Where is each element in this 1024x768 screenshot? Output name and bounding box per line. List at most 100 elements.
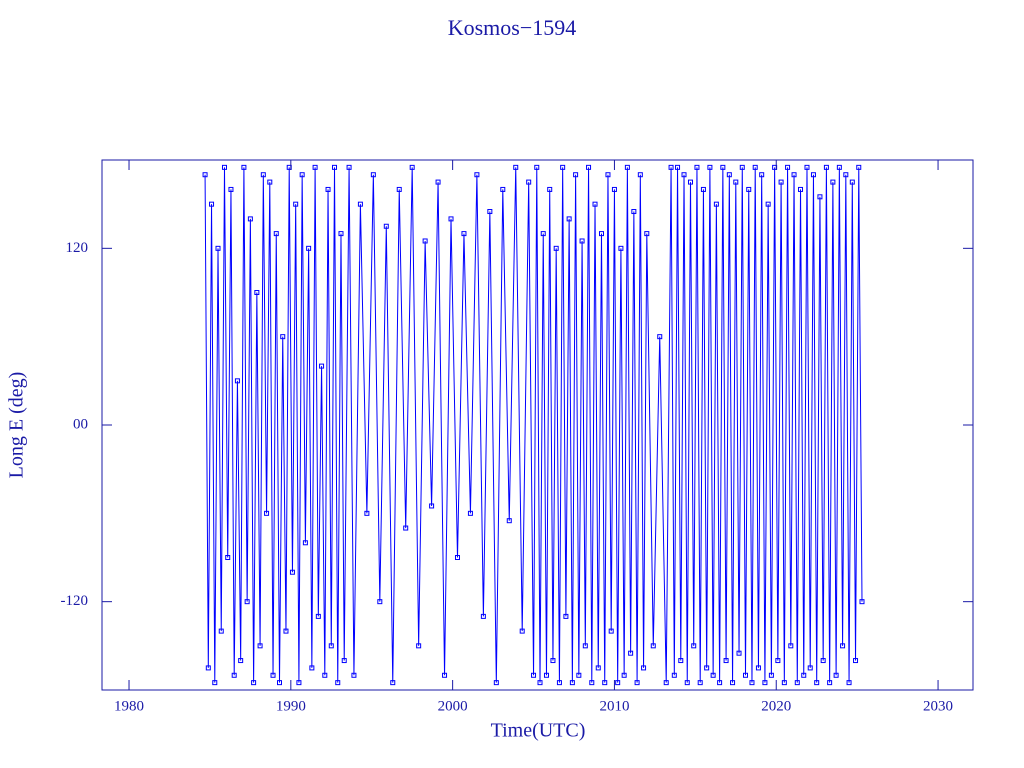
data-point xyxy=(296,680,302,686)
data-point xyxy=(563,613,569,619)
data-point xyxy=(687,179,693,185)
data-point xyxy=(759,172,765,178)
data-point xyxy=(595,665,601,671)
data-point xyxy=(644,231,650,237)
data-point xyxy=(283,628,289,634)
data-point xyxy=(346,164,352,170)
data-point xyxy=(493,680,499,686)
data-point xyxy=(814,680,820,686)
data-point xyxy=(833,672,839,678)
data-point xyxy=(768,672,774,678)
data-point xyxy=(377,599,383,605)
data-point xyxy=(615,680,621,686)
data-point xyxy=(474,172,480,178)
data-point xyxy=(416,643,422,649)
data-point xyxy=(621,672,627,678)
data-point xyxy=(707,164,713,170)
data-point xyxy=(560,164,566,170)
data-point xyxy=(531,672,537,678)
data-point xyxy=(338,231,344,237)
data-point xyxy=(798,186,804,192)
data-point xyxy=(752,164,758,170)
chart-title: Kosmos−1594 xyxy=(448,15,577,40)
data-point xyxy=(312,164,318,170)
data-point xyxy=(553,245,559,251)
data-point xyxy=(624,164,630,170)
data-point xyxy=(260,172,266,178)
data-point xyxy=(299,172,305,178)
data-point xyxy=(254,290,260,295)
data-point xyxy=(827,680,833,686)
data-point xyxy=(335,680,341,686)
data-point xyxy=(267,179,273,185)
data-point xyxy=(273,231,279,237)
x-tick-label: 2000 xyxy=(438,698,468,714)
data-point xyxy=(383,223,389,229)
data-point xyxy=(228,186,234,192)
data-point xyxy=(244,599,250,605)
data-point xyxy=(717,680,723,686)
data-point xyxy=(755,665,761,671)
data-point xyxy=(641,665,647,671)
data-point xyxy=(390,680,396,686)
data-point xyxy=(691,643,697,649)
data-point xyxy=(543,672,549,678)
data-point xyxy=(264,510,270,516)
data-point xyxy=(781,680,787,686)
data-point xyxy=(713,201,719,207)
data-point xyxy=(611,186,617,192)
data-point xyxy=(846,680,852,686)
x-tick-label: 2030 xyxy=(923,698,953,714)
data-point xyxy=(231,672,237,678)
data-point xyxy=(422,238,428,244)
data-point xyxy=(723,658,729,664)
data-point xyxy=(547,186,553,192)
data-point xyxy=(823,164,829,170)
data-point xyxy=(576,672,582,678)
data-point xyxy=(241,164,247,170)
data-point xyxy=(205,665,211,671)
data-point xyxy=(589,680,595,686)
data-point xyxy=(526,179,532,185)
data-point xyxy=(550,658,556,664)
y-tick-label: 120 xyxy=(66,240,89,256)
data-point xyxy=(238,658,244,664)
data-point xyxy=(357,201,363,207)
data-point xyxy=(302,540,308,546)
data-point xyxy=(628,650,634,656)
plot-area xyxy=(202,164,865,686)
y-tick-label: -120 xyxy=(61,593,89,609)
data-point xyxy=(631,209,637,215)
data-point xyxy=(785,164,791,170)
data-point xyxy=(569,680,575,686)
data-point xyxy=(762,680,768,686)
data-point xyxy=(836,164,842,170)
data-point xyxy=(650,643,656,649)
x-tick-label: 2010 xyxy=(599,698,629,714)
y-axis-label: Long E (deg) xyxy=(6,372,28,479)
data-point xyxy=(540,231,546,237)
data-point xyxy=(704,665,710,671)
data-point xyxy=(364,510,370,516)
data-point xyxy=(853,658,859,664)
data-point xyxy=(700,186,706,192)
data-point xyxy=(429,503,435,509)
data-point xyxy=(608,628,614,634)
data-point xyxy=(788,643,794,649)
data-point xyxy=(840,643,846,649)
data-point xyxy=(730,680,736,686)
data-point xyxy=(332,164,338,170)
data-point xyxy=(467,510,473,516)
data-point xyxy=(637,172,643,178)
data-point xyxy=(513,164,519,170)
data-point xyxy=(710,672,716,678)
data-point xyxy=(218,628,224,634)
data-point xyxy=(746,186,752,192)
data-point xyxy=(247,216,253,222)
data-point xyxy=(736,650,742,656)
data-point xyxy=(215,245,221,251)
data-point xyxy=(234,378,240,384)
data-point xyxy=(618,245,624,251)
x-tick-label: 1990 xyxy=(276,698,306,714)
